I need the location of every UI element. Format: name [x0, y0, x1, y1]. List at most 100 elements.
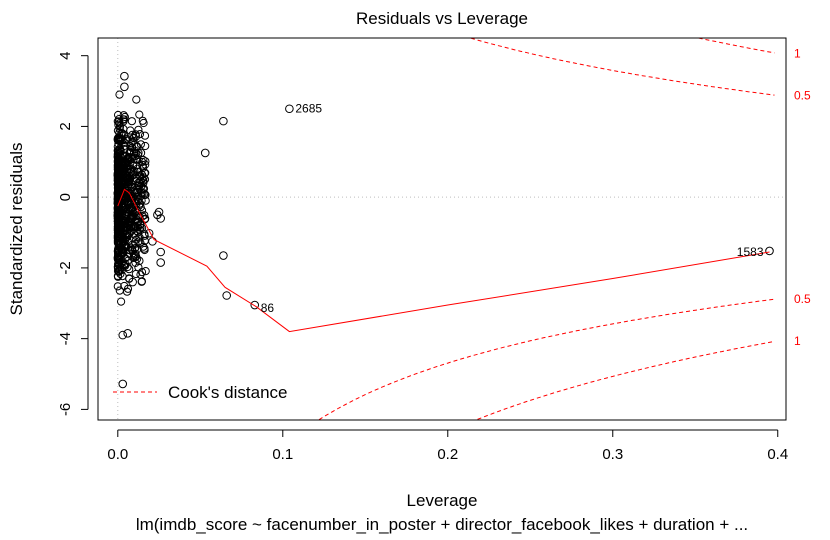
data-point	[113, 176, 122, 185]
data-point	[115, 234, 124, 243]
data-point	[115, 286, 124, 295]
data-point	[765, 246, 774, 256]
data-point	[285, 104, 294, 114]
data-point	[115, 144, 125, 153]
cook-label: 1	[794, 334, 801, 348]
data-point	[120, 71, 129, 81]
legend: Cook's distance	[113, 383, 287, 402]
cooks-distance-contours	[318, 37, 775, 421]
data-point	[148, 237, 157, 246]
loess-smooth-line	[117, 188, 770, 333]
data-point	[250, 300, 260, 310]
data-point	[120, 166, 129, 175]
data-point	[133, 185, 143, 195]
y-axis-label: Standardized residuals	[7, 143, 26, 316]
data-point	[129, 134, 138, 143]
point-label: 2685	[295, 102, 322, 116]
data-point	[127, 179, 136, 189]
data-point	[132, 235, 141, 244]
data-point	[114, 267, 124, 276]
data-point	[113, 282, 122, 291]
reference-lines	[98, 38, 786, 420]
smooth-line	[117, 188, 770, 333]
data-point	[135, 110, 144, 119]
data-point	[119, 124, 128, 133]
data-point	[136, 148, 146, 158]
plot-frame	[97, 37, 787, 421]
data-point	[123, 161, 132, 170]
data-point	[117, 210, 126, 219]
data-point	[113, 247, 122, 256]
y-tick-label: 2	[57, 122, 74, 130]
data-point	[144, 228, 154, 238]
data-point	[140, 230, 149, 239]
data-point	[127, 117, 136, 126]
x-tick-label: 0.2	[437, 446, 458, 463]
data-point	[128, 277, 137, 287]
data-point	[139, 185, 148, 194]
data-point	[127, 143, 137, 152]
y-tick-label: -6	[57, 403, 74, 416]
data-point	[132, 161, 141, 170]
data-point	[118, 190, 127, 199]
y-axis: -6 -4 -2 0 2 4	[57, 52, 89, 416]
data-point	[119, 131, 129, 140]
data-point	[130, 244, 139, 253]
data-point	[141, 141, 150, 151]
y-tick-label: 0	[57, 193, 74, 201]
data-point	[131, 239, 140, 248]
data-point	[113, 236, 123, 245]
x-tick-label: 0.3	[602, 446, 623, 463]
data-point	[154, 207, 164, 217]
data-point	[120, 141, 129, 150]
data-point	[138, 170, 147, 179]
data-point	[136, 140, 145, 149]
data-point	[113, 272, 123, 281]
data-point	[137, 268, 147, 277]
data-point	[113, 228, 123, 237]
data-point	[138, 161, 147, 170]
data-point	[118, 379, 128, 389]
data-point	[126, 126, 135, 135]
x-tick-label: 0.1	[272, 446, 293, 463]
data-point	[122, 172, 131, 181]
data-point	[137, 277, 146, 286]
data-point	[115, 90, 124, 99]
point-label: 1583	[737, 245, 764, 259]
data-point	[124, 180, 133, 189]
data-point	[113, 135, 122, 144]
legend-label: Cook's distance	[168, 383, 287, 402]
data-point	[122, 242, 131, 251]
data-point	[131, 132, 141, 141]
data-point	[113, 222, 123, 231]
data-point	[127, 193, 136, 202]
cook-label: 1	[794, 46, 801, 60]
data-point	[219, 116, 228, 126]
data-point	[114, 180, 123, 189]
y-tick-label: -2	[57, 261, 74, 274]
data-point	[120, 115, 129, 124]
data-point	[123, 262, 132, 272]
data-point	[134, 256, 144, 266]
y-tick-label: -4	[57, 332, 74, 345]
cook-label: 0.5	[794, 89, 811, 103]
x-tick-label: 0.4	[767, 446, 788, 463]
data-point	[114, 244, 123, 253]
data-point	[121, 163, 130, 172]
data-point	[140, 169, 149, 178]
data-point	[114, 202, 123, 211]
data-point	[123, 329, 132, 338]
x-axis-label: Leverage	[407, 491, 478, 510]
data-point	[131, 221, 140, 231]
data-point	[119, 111, 128, 120]
data-point	[139, 244, 149, 253]
x-axis: 0.0 0.1 0.2 0.3 0.4	[107, 429, 788, 463]
point-cloud	[113, 90, 150, 306]
y-tick-label: 4	[57, 52, 74, 60]
cook-contour-upper-1	[698, 37, 775, 54]
data-point	[136, 270, 145, 279]
data-point	[114, 120, 123, 130]
data-point	[131, 269, 140, 279]
data-point	[156, 258, 165, 267]
